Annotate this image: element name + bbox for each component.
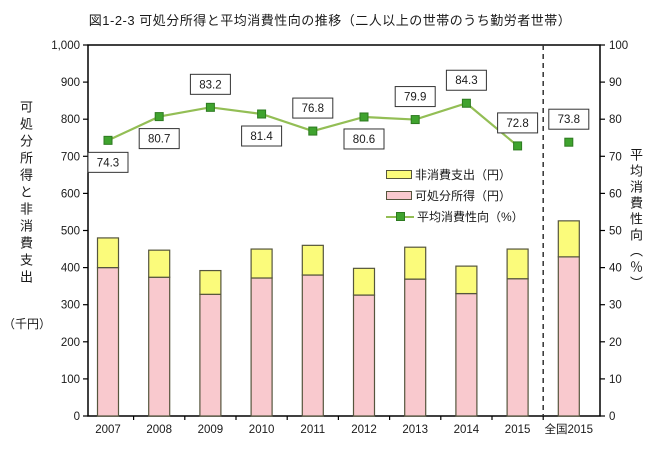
x-axis-category-label: 2008 — [146, 424, 172, 436]
propensity-marker — [461, 98, 471, 108]
disposable-income-bar — [301, 274, 324, 417]
non-consumption-bar — [199, 269, 222, 295]
propensity-value-label: 73.8 — [558, 114, 580, 126]
right-axis-tick-label: 20 — [609, 337, 622, 349]
propensity-value-label: 80.7 — [148, 134, 170, 146]
propensity-value-label-box — [343, 128, 385, 150]
right-axis-tick-label: 50 — [609, 226, 622, 238]
x-axis-category-label: 2011 — [300, 424, 325, 436]
right-axis-tick-label: 80 — [609, 114, 622, 126]
propensity-value-label-box — [87, 151, 129, 173]
propensity-marker — [205, 102, 215, 112]
left-axis-unit: （千円） — [3, 317, 52, 331]
disposable-income-bar — [404, 278, 427, 417]
legend-item-nonconsumption: 非消費支出（円） — [386, 164, 524, 185]
x-axis-category-label: 2010 — [249, 424, 275, 436]
propensity-value-label-box — [445, 69, 487, 91]
x-axis-category-label: 2015 — [505, 424, 531, 436]
left-axis-tick-label: 0 — [74, 411, 80, 423]
left-axis-tick-label: 800 — [61, 114, 80, 126]
right-axis-tick-label: 30 — [609, 300, 622, 312]
disposable-income-bar — [199, 293, 222, 417]
propensity-marker — [513, 141, 523, 151]
nonconsumption-swatch-icon — [386, 170, 412, 179]
propensity-marker — [257, 109, 267, 119]
propensity-value-label-box — [497, 112, 539, 134]
propensity-value-label: 72.8 — [506, 118, 528, 130]
legend-item-disposable: 可処分所得（円） — [386, 185, 524, 206]
left-axis-tick-label: 100 — [61, 374, 80, 386]
non-consumption-bar — [557, 220, 580, 258]
disposable-income-bar — [455, 292, 478, 417]
propensity-marker — [410, 115, 420, 125]
left-axis-title: 可処分所得と非消費支出 — [18, 100, 33, 287]
left-axis-tick-label: 200 — [61, 337, 80, 349]
non-consumption-bar — [148, 249, 171, 278]
x-axis-category-label: 2012 — [351, 424, 377, 436]
non-consumption-bar — [301, 244, 324, 276]
non-consumption-bar — [404, 246, 427, 280]
right-axis-tick-label: 60 — [609, 188, 622, 200]
propensity-value-label: 84.3 — [455, 75, 477, 87]
propensity-value-label: 80.6 — [353, 134, 375, 146]
disposable-income-bar — [96, 267, 120, 417]
left-axis-tick-label: 900 — [61, 77, 80, 89]
non-consumption-bar — [250, 248, 273, 279]
non-consumption-bar — [506, 248, 529, 280]
propensity-marker — [308, 126, 318, 136]
disposable-income-bar — [506, 278, 529, 417]
x-axis-category-label: 全国2015 — [545, 422, 594, 436]
non-consumption-bar — [352, 267, 376, 296]
propensity-swatch-icon — [386, 211, 414, 222]
left-axis-tick-label: 600 — [61, 188, 80, 200]
right-axis-tick-label: 40 — [609, 263, 622, 275]
propensity-value-label: 76.8 — [302, 103, 324, 115]
left-axis-tick-label: 300 — [61, 300, 80, 312]
propensity-value-label: 81.4 — [250, 131, 273, 143]
x-axis-category-label: 2014 — [454, 424, 480, 436]
disposable-income-bar — [250, 277, 273, 417]
propensity-value-label: 74.3 — [97, 157, 119, 169]
propensity-value-label-box — [241, 125, 283, 147]
propensity-value-label-box — [548, 108, 590, 130]
propensity-marker — [564, 137, 574, 147]
propensity-value-label-box — [292, 97, 334, 119]
disposable-swatch-icon — [386, 191, 412, 200]
propensity-marker — [154, 112, 164, 122]
legend: 非消費支出（円） 可処分所得（円） 平均消費性向（%） — [386, 164, 524, 227]
right-axis-tick-label: 10 — [609, 374, 622, 386]
propensity-value-label: 83.2 — [199, 79, 221, 91]
disposable-income-bar — [352, 294, 376, 417]
disposable-income-bar — [148, 276, 171, 417]
legend-label: 非消費支出（円） — [415, 168, 512, 182]
chart-title: 図1-2-3 可処分所得と平均消費性向の推移（二人以上の世帯のうち勤労者世帯） — [88, 13, 572, 28]
right-axis-title: 平均消費性向（％） — [628, 148, 643, 292]
right-axis-tick-label: 90 — [609, 77, 622, 89]
disposable-income-bar — [557, 256, 580, 417]
propensity-value-label-box — [138, 128, 180, 150]
legend-label: 可処分所得（円） — [415, 189, 512, 203]
left-axis-tick-label: 400 — [61, 263, 80, 275]
x-axis-category-label: 2009 — [198, 424, 224, 436]
propensity-value-label-box — [189, 73, 231, 95]
right-axis-tick-label: 70 — [609, 151, 622, 163]
left-axis-tick-label: 700 — [61, 151, 80, 163]
right-axis-tick-label: 0 — [609, 411, 615, 423]
non-consumption-bar — [96, 237, 120, 269]
propensity-marker — [359, 112, 369, 122]
legend-item-propensity: 平均消費性向（%） — [386, 206, 524, 227]
left-axis-tick-label: 500 — [61, 226, 80, 238]
x-axis-category-label: 2007 — [95, 424, 121, 436]
left-axis-tick-label: 1,000 — [51, 40, 80, 52]
propensity-value-label: 79.9 — [404, 92, 426, 104]
legend-label: 平均消費性向（%） — [417, 210, 524, 224]
non-consumption-bar — [455, 265, 478, 295]
propensity-value-label-box — [394, 86, 436, 108]
propensity-marker — [103, 135, 113, 145]
right-axis-tick-label: 100 — [609, 40, 628, 52]
x-axis-category-label: 2013 — [402, 424, 428, 436]
